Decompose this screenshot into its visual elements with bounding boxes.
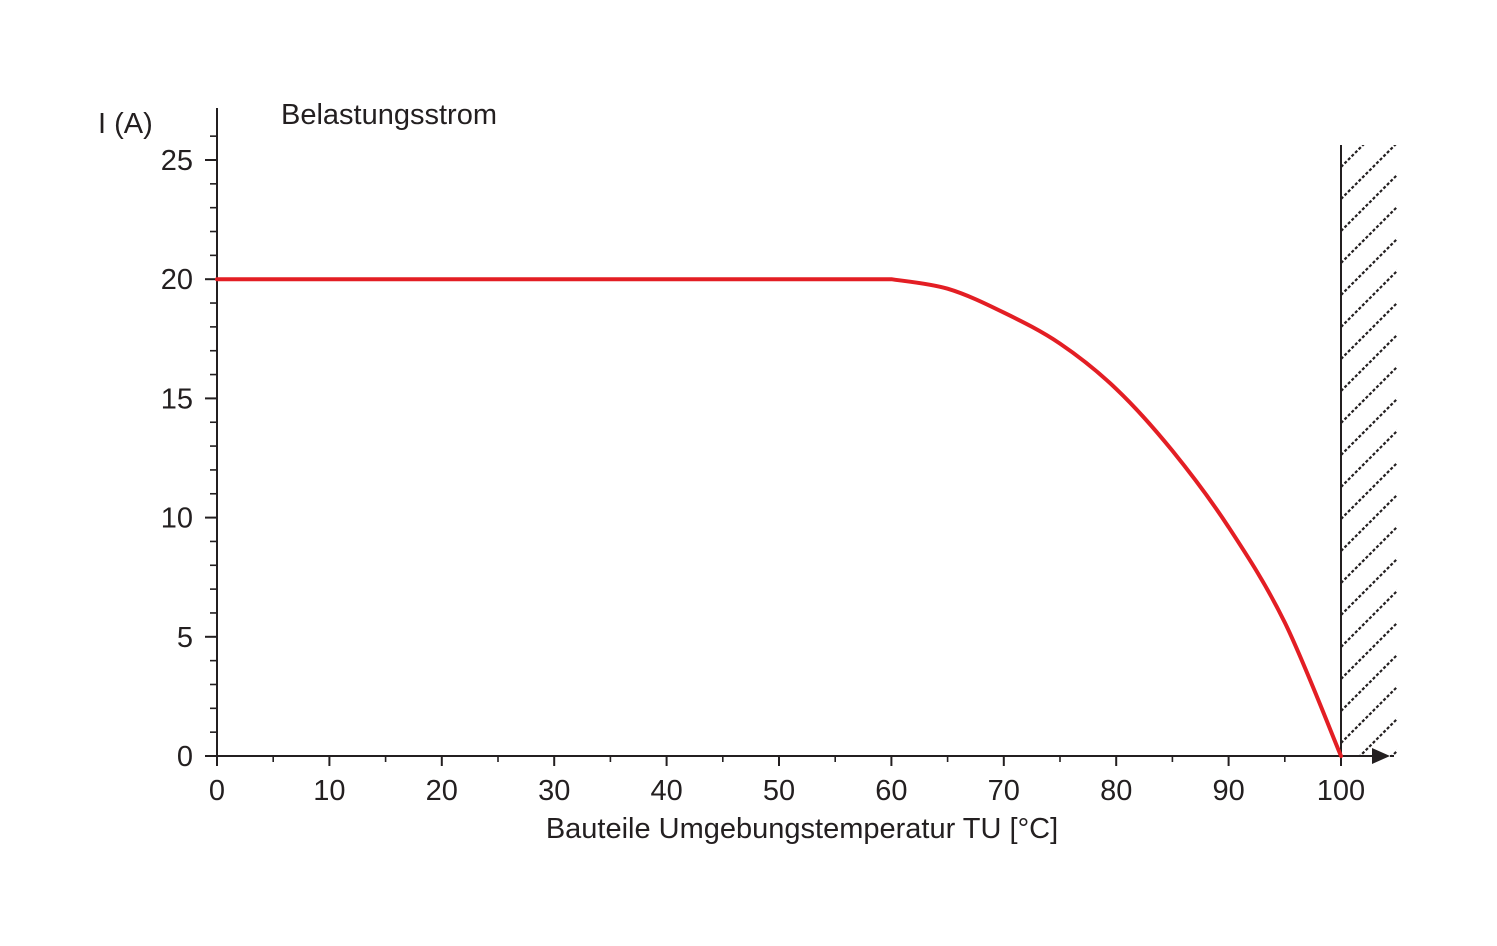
y-axis: 0 5 10 15 20 25	[161, 108, 218, 773]
hatch-line	[1340, 269, 1397, 328]
x-tick-label: 20	[426, 775, 458, 807]
x-tick-label: 30	[538, 775, 570, 807]
hatch-line	[1340, 621, 1397, 680]
hatch-line	[1340, 145, 1397, 200]
hatch-line	[1340, 397, 1397, 456]
hatch-pattern	[1340, 145, 1398, 871]
hatch-line	[1340, 557, 1397, 616]
hatch-line	[1340, 333, 1397, 392]
hatch-line	[1340, 493, 1397, 552]
hatch-line	[1340, 173, 1397, 232]
chart-title: Belastungsstrom	[281, 99, 497, 131]
y-tick-label: 15	[161, 383, 193, 415]
y-tick-label: 0	[177, 741, 193, 773]
hatch-line	[1341, 814, 1398, 871]
load-current-curve	[215, 277, 1343, 758]
x-axis: 0 10 20 30 40 50 60 70 80 90 100	[209, 748, 1397, 807]
hatch-line	[1340, 589, 1397, 648]
x-tick-label: 70	[988, 775, 1020, 807]
x-tick-label: 90	[1212, 775, 1244, 807]
hatch-line	[1340, 237, 1397, 296]
forbidden-temperature-zone	[1340, 145, 1398, 871]
x-tick-label: 60	[875, 775, 907, 807]
y-tick-label: 20	[161, 264, 193, 296]
y-tick-label: 5	[177, 622, 193, 654]
series-layer	[215, 277, 1343, 758]
hatch-line	[1340, 145, 1365, 168]
hatch-line	[1340, 685, 1397, 744]
hatch-line	[1340, 205, 1397, 264]
x-axis-label: Bauteile Umgebungstemperatur TU [°C]	[546, 813, 1058, 845]
hatch-line	[1340, 365, 1397, 424]
x-tick-label: 50	[763, 775, 795, 807]
hatch-line	[1340, 429, 1397, 488]
hatch-line	[1340, 301, 1397, 360]
x-tick-label: 100	[1317, 775, 1365, 807]
x-tick-label: 80	[1100, 775, 1132, 807]
hatch-line	[1358, 717, 1397, 756]
x-tick-label: 0	[209, 775, 225, 807]
y-tick-label: 25	[161, 145, 193, 177]
x-tick-label: 10	[313, 775, 345, 807]
y-axis-label: I (A)	[98, 108, 153, 140]
y-tick-label: 10	[161, 503, 193, 535]
x-axis-arrow	[1372, 748, 1390, 764]
hatch-line	[1340, 461, 1397, 520]
hatch-line	[1340, 653, 1397, 712]
hatch-line	[1340, 525, 1397, 584]
x-tick-label: 40	[650, 775, 682, 807]
